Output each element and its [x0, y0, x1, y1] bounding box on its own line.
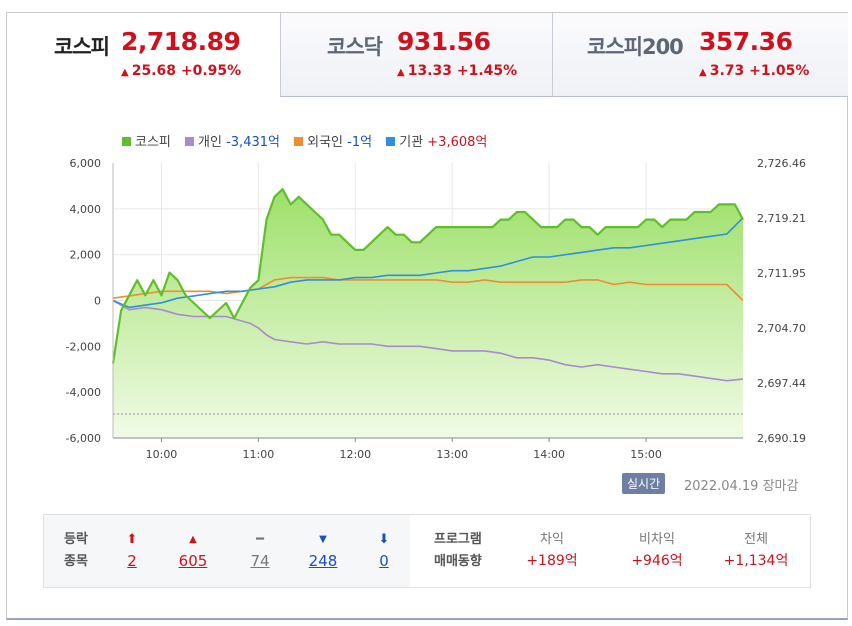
index-change: ▲ 13.33 +1.45%: [397, 63, 518, 79]
program-label: 프로그램 매매동향: [434, 532, 482, 569]
y-tick-label-left: 6,000: [70, 157, 102, 170]
tab-kosdaq[interactable]: 코스닥 931.56 ▲ 13.33 +1.45%: [280, 13, 552, 97]
y-tick-label-left: -6,000: [66, 432, 101, 445]
tab-name: 코스피: [54, 35, 110, 59]
up-icon: ▲: [189, 534, 197, 545]
limit-up-icon: ⬆: [126, 532, 138, 547]
y-tick-label-right: 2,690.19: [757, 432, 806, 445]
y-tick-label-right: 2,697.44: [757, 377, 806, 390]
up-arrow-icon: ▲: [121, 67, 129, 78]
tab-kospi200[interactable]: 코스피200 357.36 ▲ 3.73 +1.05%: [552, 13, 848, 97]
index-value: 931.56: [397, 27, 491, 56]
upper-limit-count[interactable]: 2: [127, 552, 137, 570]
legend-item-foreign: 외국인 -1억: [294, 131, 372, 150]
y-tick-label-right: 2,711.95: [757, 267, 806, 280]
legend-swatch: [185, 137, 195, 146]
x-tick-label: 11:00: [243, 448, 275, 461]
x-tick-label: 12:00: [339, 448, 371, 461]
y-tick-label-left: -4,000: [66, 386, 101, 399]
y-tick-label-right: 2,719.21: [757, 212, 806, 225]
legend-item-institution: 기관 +3,608억: [386, 131, 487, 150]
unchanged-count[interactable]: 74: [250, 552, 270, 570]
up-arrow-icon: ▲: [699, 67, 707, 78]
legend-item-kospi: 코스피: [122, 131, 171, 150]
lower-limit-count[interactable]: 0: [379, 552, 389, 570]
advancing-count[interactable]: 605: [178, 552, 208, 570]
x-tick-label: 13:00: [436, 448, 468, 461]
declining-stat[interactable]: ▼ 248: [303, 529, 343, 571]
chart-legend: 코스피 개인 -3,431억 외국인 -1억 기관 +3,608억: [122, 131, 497, 150]
realtime-badge: 실시간: [622, 473, 666, 494]
index-change: ▲ 3.73 +1.05%: [699, 63, 810, 79]
limit-down-icon: ⬇: [378, 532, 390, 547]
flat-icon: ━: [256, 532, 264, 547]
x-tick-label: 14:00: [533, 448, 565, 461]
index-value: 357.36: [699, 27, 793, 56]
series-line-기관: [112, 217, 744, 309]
lower-limit-stat[interactable]: ⬇ 0: [364, 529, 404, 571]
tab-name: 코스피200: [587, 35, 684, 59]
program-arbitrage: 차익 +189억: [526, 532, 578, 569]
kospi-area: [113, 189, 743, 438]
y-tick-label-left: 2,000: [70, 249, 102, 262]
tab-kospi[interactable]: 코스피 2,718.89 ▲ 25.68 +0.95%: [7, 13, 280, 97]
up-arrow-icon: ▲: [397, 67, 405, 78]
summary-panel: 등락 종목 ⬆ 2 ▲ 605 ━ 74 ▼ 248 ⬇ 0 프로그램 매매동향 차익 +189…: [43, 514, 811, 588]
intraday-chart: 6,000 4,000 2,000 0 -2,000 -4,000 -6,000 2,726.…: [66, 157, 806, 461]
declining-count[interactable]: 248: [308, 552, 338, 570]
legend-swatch: [386, 137, 396, 146]
x-tick-label: 15:00: [630, 448, 662, 461]
program-non-arbitrage: 비차익 +946억: [631, 532, 683, 569]
legend-item-individual: 개인 -3,431억: [185, 131, 280, 150]
legend-swatch: [294, 137, 304, 146]
down-icon: ▼: [319, 534, 327, 545]
market-date: 2022.04.19 장마감: [684, 479, 799, 494]
breadth-section: 등락 종목 ⬆ 2 ▲ 605 ━ 74 ▼ 248 ⬇ 0: [44, 515, 410, 587]
index-change: ▲ 25.68 +0.95%: [121, 63, 242, 79]
upper-limit-stat[interactable]: ⬆ 2: [112, 529, 152, 571]
series-line-코스피: [111, 188, 744, 364]
advancing-stat[interactable]: ▲ 605: [173, 529, 213, 571]
x-tick-label: 10:00: [146, 448, 178, 461]
market-index-widget: 코스피 2,718.89 ▲ 25.68 +0.95% 코스닥 931.56 ▲ 1…: [6, 12, 848, 620]
tab-name: 코스닥: [327, 35, 383, 59]
index-value: 2,718.89: [121, 27, 241, 56]
y-tick-label-right: 2,726.46: [757, 157, 806, 170]
series-line-개인: [112, 299, 744, 382]
unchanged-stat[interactable]: ━ 74: [240, 529, 280, 571]
legend-swatch: [122, 137, 131, 146]
breadth-label: 등락 종목: [64, 532, 88, 569]
y-tick-label-left: -2,000: [66, 340, 101, 353]
y-tick-label-right: 2,704.70: [757, 322, 806, 335]
program-total: 전체 +1,134억: [723, 532, 789, 569]
y-tick-label-left: 0: [94, 295, 101, 308]
y-tick-label-left: 4,000: [70, 203, 102, 216]
